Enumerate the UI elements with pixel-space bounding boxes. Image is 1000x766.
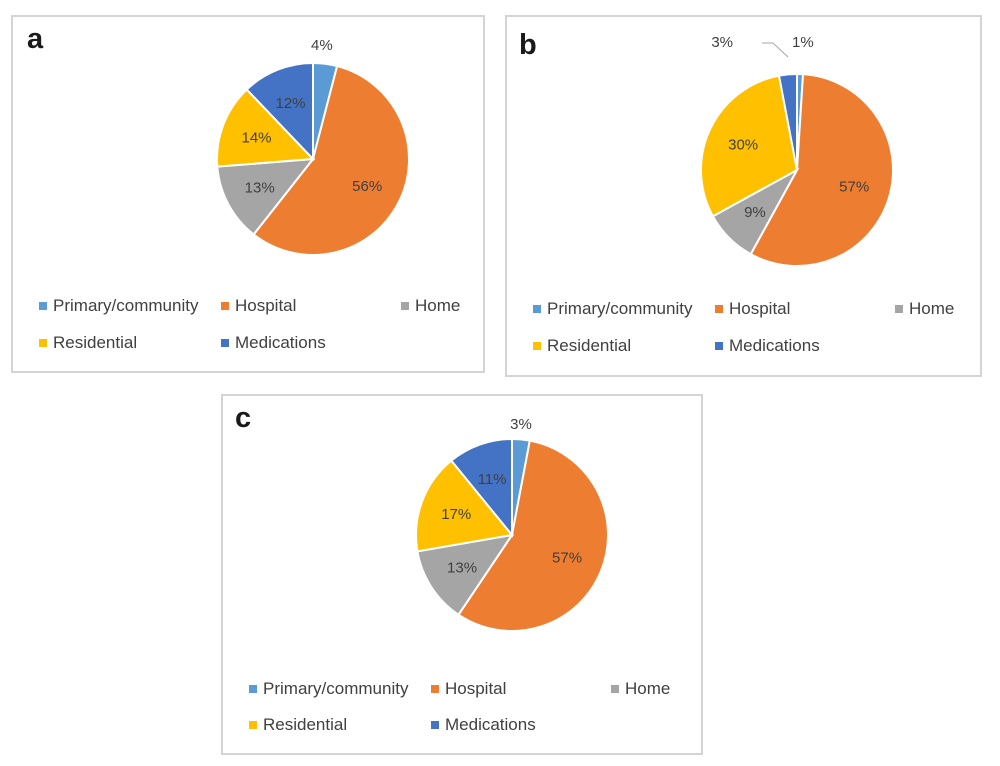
pie-slice-hospital [252,64,410,256]
panel-letter: a [27,23,44,55]
data-label: 12% [276,95,306,112]
data-label: 57% [552,550,582,567]
data-label: 4% [311,37,333,54]
chart-panel-b: b 1% 57% 9% 30% 3% Primary/community Hospital… [505,15,982,377]
pie-chart-a: 4% 56% 13% 14% 12% [216,37,410,256]
pie-slice-hospital [457,439,609,632]
data-label: 13% [245,180,275,197]
pie-slice-hospital [749,73,894,267]
pie-slice-medications [777,72,798,171]
panel-letter: c [235,402,252,434]
pie-slice-residential [700,74,799,218]
pie-chart-c: 3% 57% 13% 17% 11% [415,416,609,632]
pie-slice-medications [245,61,314,162]
data-label: 17% [441,506,471,523]
pie-slice-home [416,533,515,617]
data-label: 11% [478,471,507,488]
leader-line [762,42,789,58]
chart-panel-c: c 3% 57% 13% 17% 11% Primary/community Hospit… [221,394,703,755]
chart-panel-a: a 4% 56% 13% 14% 12% Primary/community Hospit… [11,15,485,373]
pie-slice-residential [216,88,316,168]
data-label: 9% [744,204,766,221]
pie-slice-residential [415,459,514,553]
data-label: 56% [352,178,382,195]
data-label: 1% [792,34,814,51]
data-label: 3% [510,416,532,433]
data-label: 30% [728,137,758,154]
pie-slice-home [216,157,316,236]
data-label: 3% [711,34,733,51]
data-label: 14% [241,129,271,146]
pie-chart-b: 1% 57% 9% 30% 3% [700,34,894,267]
panel-letter: b [519,29,537,61]
pie-slice-medications [449,437,513,538]
data-label: 57% [839,179,869,196]
data-label: 13% [447,559,477,576]
